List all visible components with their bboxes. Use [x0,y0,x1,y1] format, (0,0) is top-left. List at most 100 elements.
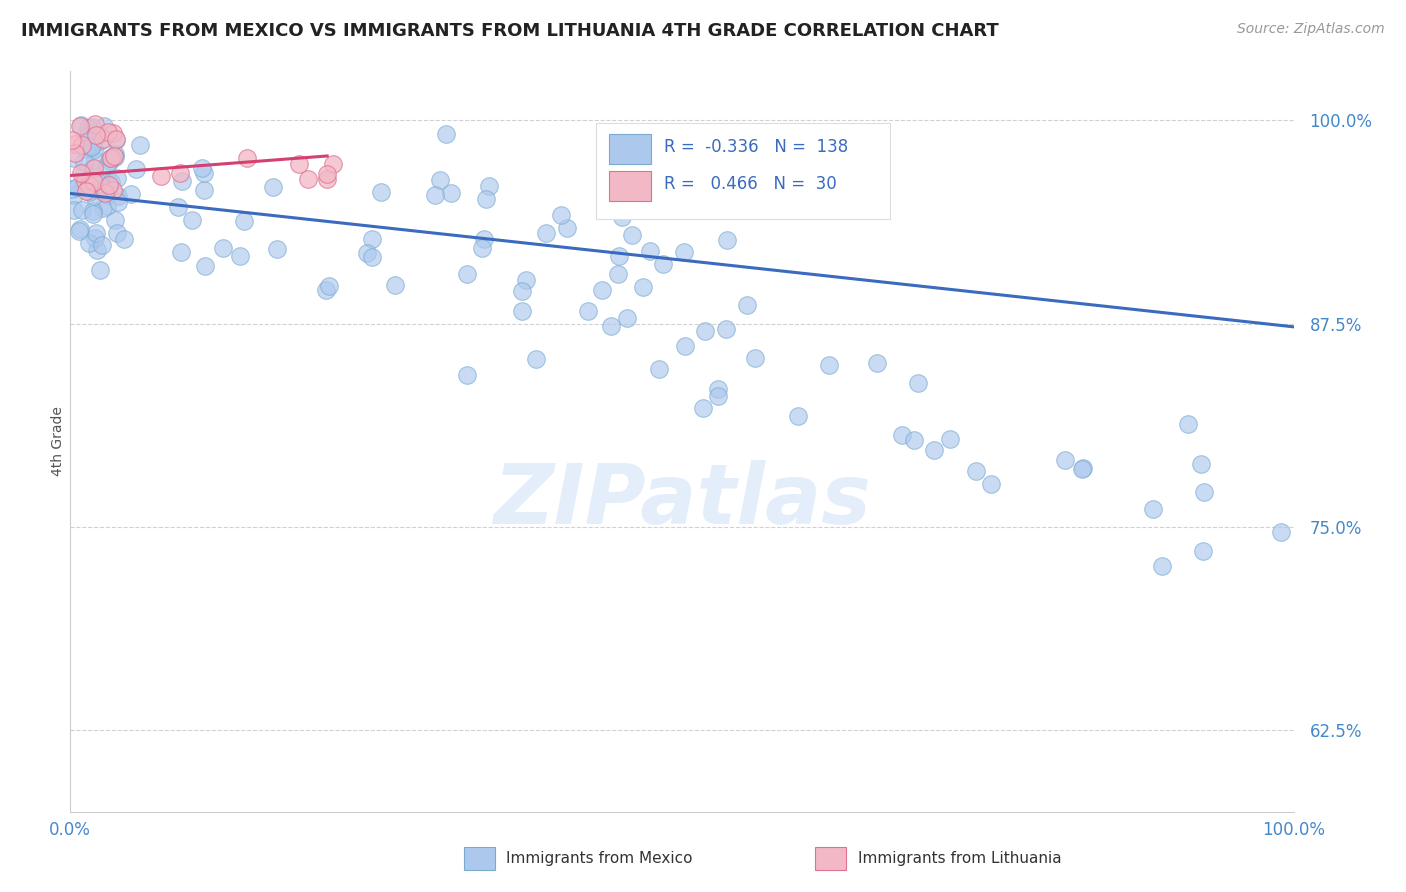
Point [76,121,98,136]
Point [96,199,118,213]
Point [440,186,463,200]
Point [77,236,100,251]
Text: Source: ZipAtlas.com: Source: ZipAtlas.com [1237,22,1385,37]
Point [512,284,534,298]
Point [866,356,889,370]
Point [965,464,987,478]
Point [98,154,121,169]
Point [105,227,128,241]
Point [472,232,495,246]
Point [105,132,128,146]
Point [100,151,122,165]
Point [170,174,193,188]
Point [297,171,319,186]
Point [360,250,382,264]
Point [107,195,129,210]
Point [631,280,654,294]
Point [70,203,93,218]
Point [607,268,630,282]
Point [169,245,191,260]
Point [370,186,392,200]
Point [103,149,125,163]
Point [318,278,340,293]
Point [818,358,841,372]
Point [83,189,105,203]
Point [100,175,122,189]
Point [620,227,643,242]
Point [673,338,696,352]
Point [62,203,84,218]
Point [83,153,105,167]
FancyBboxPatch shape [609,135,651,164]
Point [262,179,284,194]
Point [478,179,501,194]
Point [744,351,766,365]
Point [63,188,86,202]
Point [287,157,309,171]
Point [97,183,120,197]
Y-axis label: 4th Grade: 4th Grade [51,407,65,476]
Point [60,182,83,196]
Point [77,139,100,153]
Point [903,434,925,448]
Point [610,210,633,224]
Point [524,352,547,367]
Point [707,382,730,396]
Point [82,120,104,135]
Point [101,183,124,197]
Text: Immigrants from Mexico: Immigrants from Mexico [506,851,693,866]
Point [80,161,103,175]
Point [315,168,337,182]
Point [104,146,127,161]
Point [69,120,91,134]
Point [550,207,572,221]
Point [91,132,114,146]
Point [647,362,669,376]
FancyBboxPatch shape [609,171,651,201]
Point [652,257,675,271]
Point [93,119,115,133]
Point [315,171,337,186]
Point [536,226,558,240]
Point [89,134,111,148]
Text: ZIPatlas: ZIPatlas [494,460,870,541]
Point [515,273,537,287]
Point [120,187,142,202]
Point [673,244,696,259]
Point [706,389,728,403]
Point [607,249,630,263]
Point [63,136,86,151]
Text: IMMIGRANTS FROM MEXICO VS IMMIGRANTS FROM LITHUANIA 4TH GRADE CORRELATION CHART: IMMIGRANTS FROM MEXICO VS IMMIGRANTS FRO… [21,22,998,40]
Point [190,161,212,175]
Point [86,183,108,197]
Point [84,128,107,143]
Point [456,368,478,382]
Point [98,178,121,193]
Point [82,139,104,153]
Point [104,150,127,164]
Point [1053,452,1076,467]
Point [91,201,114,215]
Point [60,133,83,147]
Text: R =   0.466   N =  30: R = 0.466 N = 30 [664,175,837,193]
Point [149,169,172,183]
Point [91,238,114,252]
Point [1189,457,1212,471]
Point [233,214,256,228]
Point [75,142,97,156]
Point [714,322,737,336]
Point [96,158,118,172]
Point [1177,417,1199,432]
Point [73,174,96,188]
Point [229,248,252,262]
Point [322,157,344,171]
Point [266,242,288,256]
Point [1192,484,1215,499]
Point [82,204,104,219]
Point [94,181,117,195]
Point [67,224,90,238]
Point [82,207,104,221]
Point [890,428,912,442]
Point [194,259,217,273]
Point [83,175,105,189]
